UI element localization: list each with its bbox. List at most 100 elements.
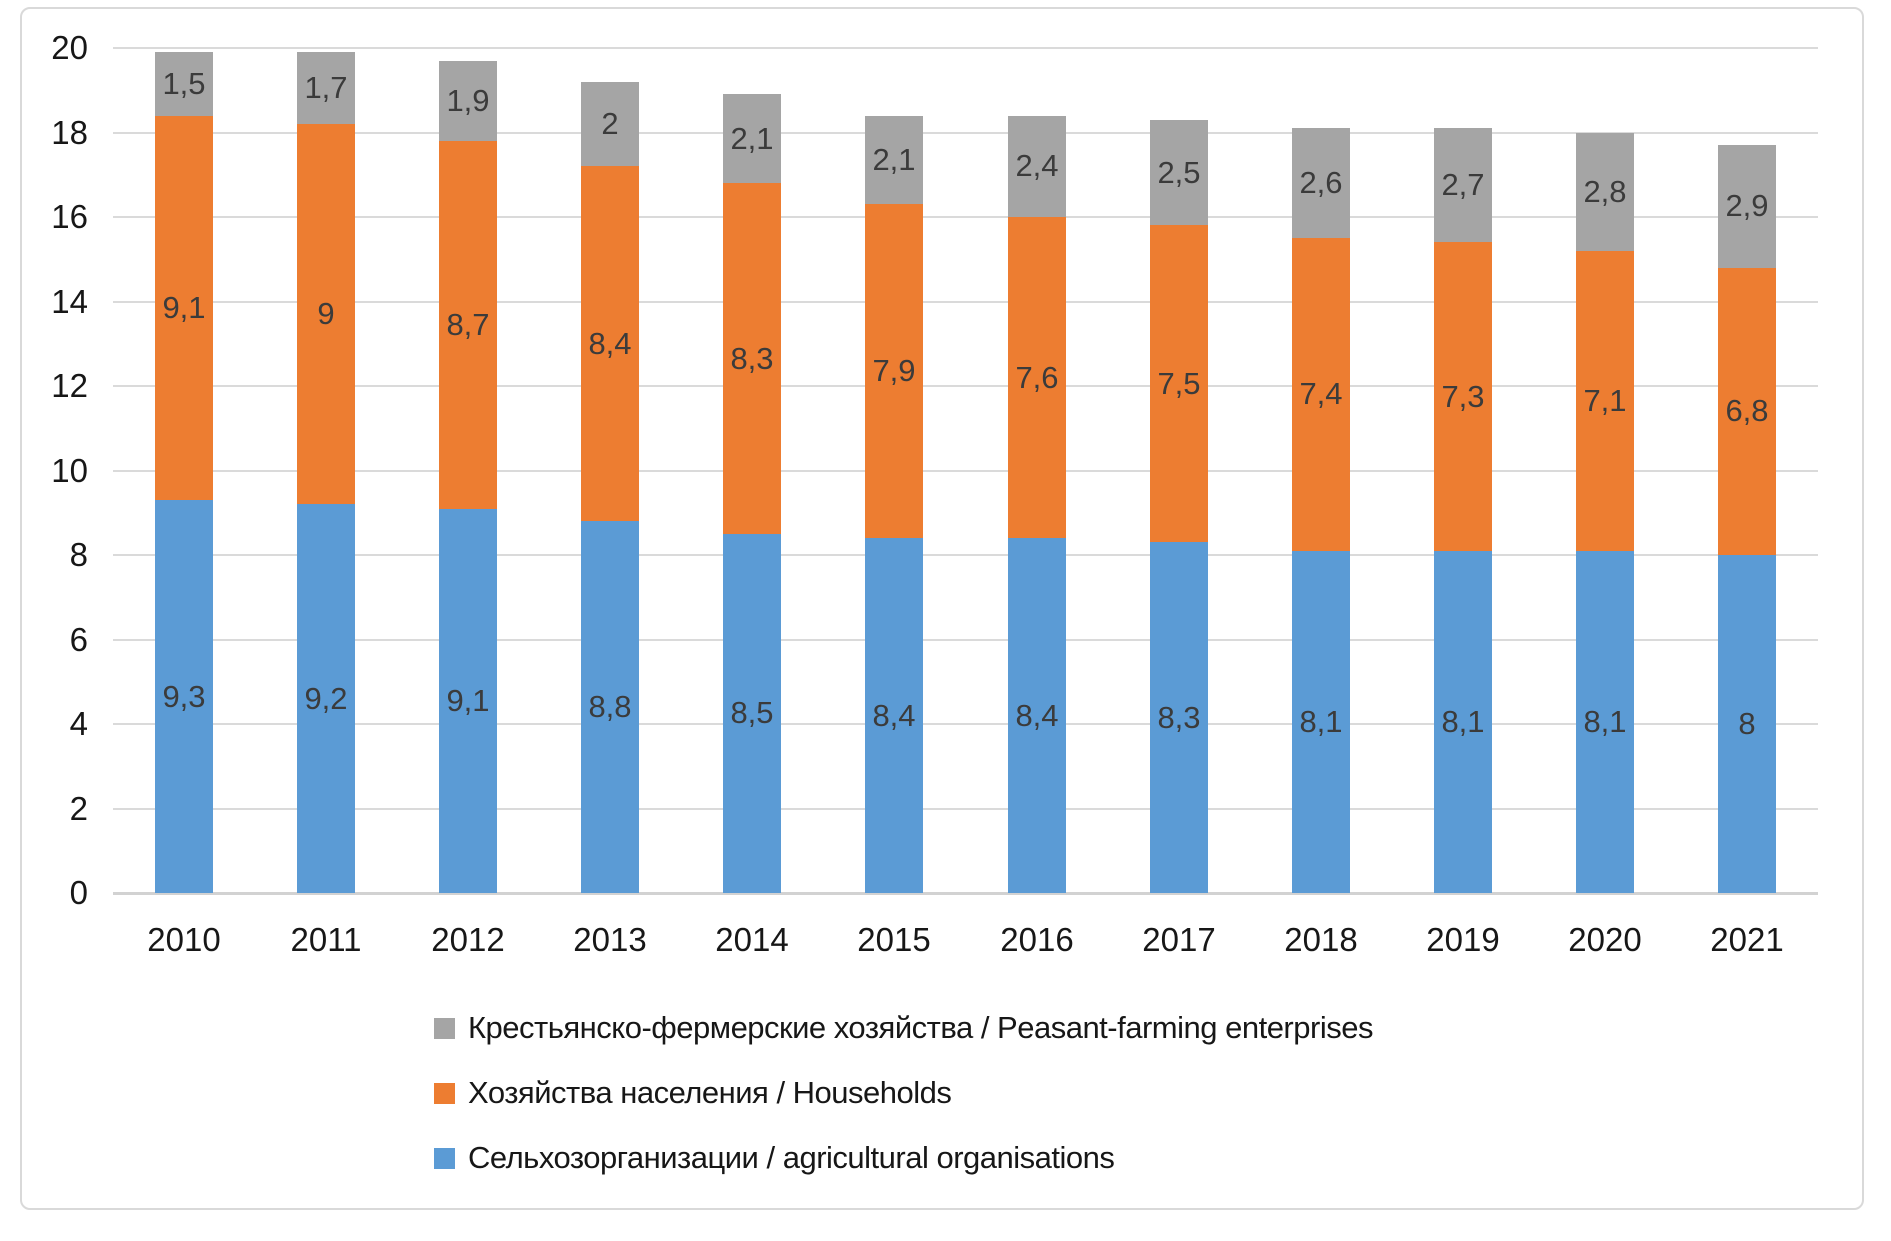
x-tick-label: 2010 (147, 921, 221, 958)
bar-data-label: 8,1 (1583, 704, 1627, 739)
bar-segment (1150, 542, 1208, 893)
bar-data-label: 2 (601, 106, 619, 141)
bar-data-label: 8,5 (730, 695, 774, 730)
x-tick-label: 2021 (1710, 921, 1784, 958)
y-tick-label: 18 (51, 114, 88, 151)
bar-data-label: 7,5 (1157, 366, 1201, 401)
bar-data-label: 7,4 (1299, 376, 1343, 411)
gridline (113, 301, 1818, 303)
y-tick-label: 6 (69, 621, 88, 658)
bar-data-label: 1,9 (446, 83, 490, 118)
bar-data-label: 8,8 (588, 689, 632, 724)
bar-segment (1718, 145, 1776, 268)
bar-data-label: 8,4 (588, 326, 632, 361)
y-tick-label: 0 (69, 874, 88, 911)
bar-segment (439, 60, 497, 141)
y-tick-label: 8 (69, 536, 88, 573)
bar-segment (1718, 555, 1776, 893)
bar-segment (297, 504, 355, 893)
gridline (113, 639, 1818, 641)
bar-data-label: 2,9 (1725, 188, 1769, 223)
legend-swatch-gray-icon (434, 1017, 455, 1039)
bar-segment (1576, 550, 1634, 893)
bar-data-label: 1,7 (304, 70, 348, 105)
bar-segment (581, 81, 639, 167)
bar-segment (1434, 128, 1492, 243)
legend-swatch-orange-icon (434, 1082, 455, 1104)
bar-segment (865, 204, 923, 539)
bar-segment (723, 94, 781, 184)
bar-data-label: 7,1 (1583, 383, 1627, 418)
bar-segment (297, 124, 355, 505)
legend-item-agricultural-organisations: Сельхозорганизации / agricultural organi… (434, 1140, 1115, 1176)
x-tick-label: 2015 (857, 921, 931, 958)
bar-segment (1576, 250, 1634, 551)
y-tick-label: 20 (51, 29, 88, 66)
x-tick-label: 2020 (1568, 921, 1642, 958)
x-tick-label: 2017 (1142, 921, 1216, 958)
x-tick-label: 2019 (1426, 921, 1500, 958)
x-axis-line (113, 892, 1818, 895)
bar-segment (1008, 115, 1066, 217)
bar-segment (723, 533, 781, 893)
legend-swatch-blue-icon (434, 1147, 455, 1169)
bar-segment (1292, 550, 1350, 893)
bar-segment (723, 183, 781, 534)
x-tick-label: 2011 (290, 921, 362, 958)
bar-segment (155, 115, 213, 501)
y-tick-label: 14 (51, 283, 88, 320)
gridline (113, 808, 1818, 810)
bar-data-label: 2,1 (730, 121, 774, 156)
gridline (113, 723, 1818, 725)
bar-segment (581, 166, 639, 522)
bar-segment (865, 538, 923, 893)
bar-segment (1150, 119, 1208, 226)
bar-data-label: 2,6 (1299, 165, 1343, 200)
bar-data-label: 8,4 (872, 698, 916, 733)
bar-data-label: 8,4 (1015, 698, 1059, 733)
y-tick-label: 4 (69, 705, 88, 742)
bar-data-label: 8,1 (1441, 704, 1485, 739)
gridline (113, 554, 1818, 556)
gridline (113, 132, 1818, 134)
bar-data-label: 7,9 (872, 353, 916, 388)
legend-label-agricultural-organisations: Сельхозорганизации / agricultural organi… (468, 1140, 1115, 1175)
x-tick-label: 2013 (573, 921, 647, 958)
bar-data-label: 2,7 (1441, 167, 1485, 202)
bar-data-label: 8,3 (730, 341, 774, 376)
bar-segment (1434, 550, 1492, 893)
bar-segment (865, 115, 923, 205)
bar-segment (581, 521, 639, 893)
bar-segment (1576, 132, 1634, 251)
gridline (113, 385, 1818, 387)
bar-data-label: 8 (1738, 706, 1756, 741)
bar-data-label: 9,2 (304, 681, 348, 716)
y-tick-label: 10 (51, 452, 88, 489)
bar-data-label: 9 (317, 296, 335, 331)
bar-segment (1718, 267, 1776, 555)
bar-segment (1150, 225, 1208, 543)
x-tick-label: 2012 (431, 921, 505, 958)
bar-data-label: 7,3 (1441, 379, 1485, 414)
bar-data-label: 2,8 (1583, 174, 1627, 209)
gridline (113, 216, 1818, 218)
gridline (113, 470, 1818, 472)
bar-segment (155, 52, 213, 116)
bar-data-label: 9,1 (446, 683, 490, 718)
bar-data-label: 8,3 (1157, 700, 1201, 735)
bar-segment (439, 508, 497, 893)
bar-segment (297, 52, 355, 125)
bar-data-label: 8,1 (1299, 704, 1343, 739)
bar-data-label: 2,1 (872, 142, 916, 177)
bar-segment (1292, 128, 1350, 239)
bar-segment (1008, 538, 1066, 893)
bar-segment (1434, 242, 1492, 551)
bar-segment (1292, 238, 1350, 551)
x-tick-label: 2014 (715, 921, 789, 958)
bar-segment (439, 140, 497, 509)
bar-segment (1008, 217, 1066, 539)
bar-data-label: 7,6 (1015, 360, 1059, 395)
gridline (113, 47, 1818, 49)
bar-segment (155, 500, 213, 893)
